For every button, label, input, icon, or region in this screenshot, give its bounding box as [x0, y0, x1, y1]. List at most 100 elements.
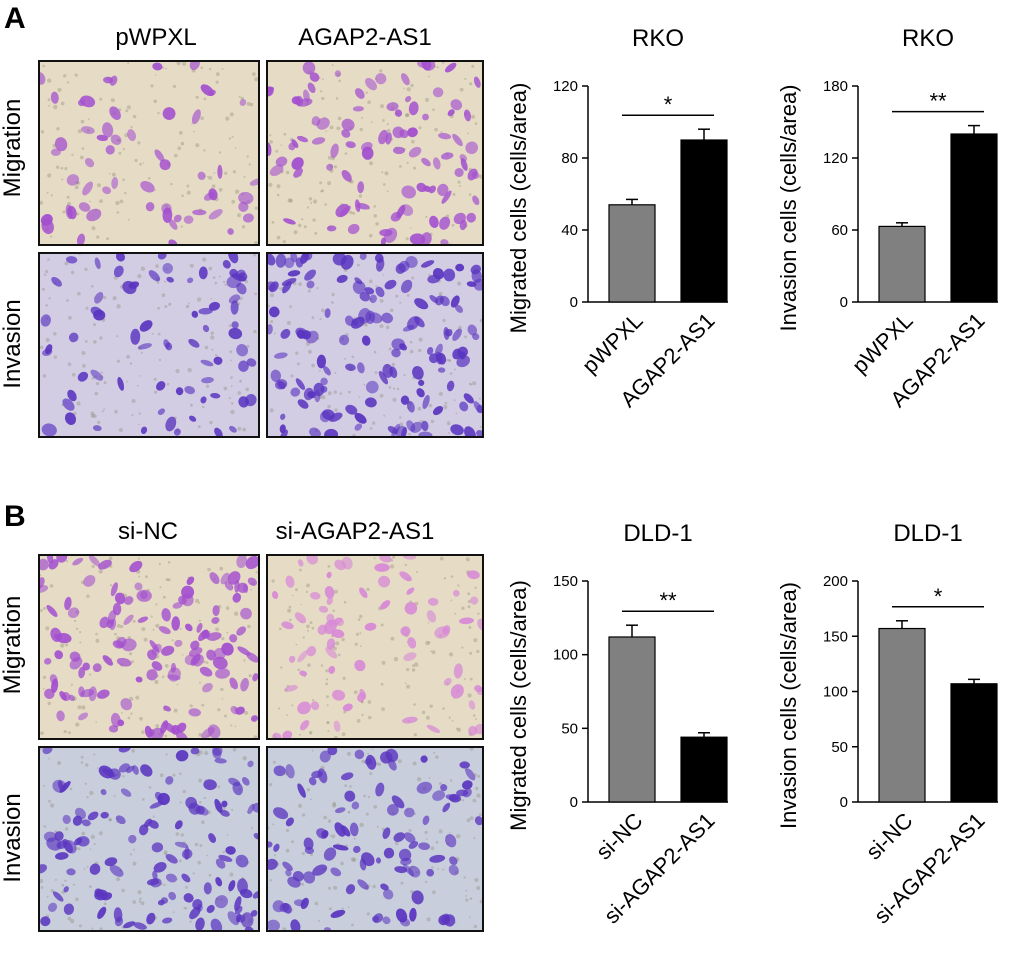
membrane-pore: [103, 902, 107, 906]
stained-cell: [467, 324, 478, 336]
stained-cell: [56, 840, 68, 850]
stained-cell: [224, 581, 234, 591]
stained-cell: [217, 164, 223, 179]
stained-cell: [54, 650, 64, 660]
membrane-pore: [205, 384, 210, 388]
stained-cell: [234, 896, 242, 911]
membrane-pore: [80, 755, 84, 759]
membrane-pore: [474, 877, 479, 883]
stained-cell: [426, 610, 437, 623]
stained-cell: [94, 889, 108, 901]
stained-cell: [186, 576, 195, 585]
membrane-pore: [150, 615, 153, 618]
stained-cell: [86, 208, 102, 222]
membrane-pore: [366, 587, 370, 592]
membrane-pore: [77, 847, 81, 851]
stained-cell: [341, 118, 355, 131]
stained-cell: [472, 195, 480, 206]
stained-cell: [297, 701, 311, 715]
membrane-pore: [272, 823, 275, 826]
membrane-pore: [179, 772, 182, 776]
stained-cell: [302, 254, 313, 261]
stained-cell: [382, 916, 391, 925]
membrane-pore: [248, 163, 251, 166]
membrane-pore: [331, 301, 334, 304]
stained-cell: [76, 836, 90, 847]
membrane-pore: [319, 369, 321, 372]
stained-cell: [240, 677, 249, 692]
membrane-pore: [282, 240, 286, 244]
stained-cell: [297, 650, 309, 663]
membrane-pore: [47, 258, 50, 261]
stained-cell: [383, 847, 395, 859]
membrane-pore: [321, 189, 325, 193]
bar: [608, 204, 656, 303]
membrane-pore: [442, 868, 445, 871]
membrane-pore: [129, 652, 133, 656]
membrane-pore: [47, 98, 51, 102]
stained-cell: [268, 254, 276, 266]
membrane-pore: [195, 143, 200, 148]
stained-cell: [130, 328, 141, 345]
membrane-pore: [163, 280, 166, 283]
membrane-pore: [179, 801, 182, 804]
stained-cell: [285, 575, 295, 588]
stained-cell: [416, 182, 427, 193]
membrane-pore: [53, 355, 57, 359]
membrane-pore: [428, 777, 431, 779]
membrane-pore: [79, 641, 82, 644]
membrane-pore: [268, 304, 270, 308]
stained-cell: [324, 428, 339, 436]
membrane-pore: [301, 218, 304, 221]
membrane-pore: [200, 116, 204, 120]
membrane-pore: [417, 406, 422, 411]
stained-cell: [40, 916, 51, 927]
stained-cell: [284, 684, 298, 692]
membrane-pore: [130, 712, 133, 715]
membrane-pore: [327, 730, 330, 733]
stained-cell: [406, 420, 416, 432]
stained-cell: [401, 185, 416, 199]
stained-cell: [450, 424, 464, 436]
membrane-pore: [444, 401, 448, 405]
membrane-pore: [476, 793, 481, 798]
stained-cell: [288, 655, 296, 663]
membrane-pore: [446, 421, 451, 426]
membrane-pore: [434, 127, 438, 132]
stained-cell: [381, 312, 393, 324]
membrane-pore: [138, 575, 141, 578]
stained-cell: [88, 686, 97, 702]
stained-cell: [84, 157, 95, 168]
membrane-pore: [213, 172, 216, 174]
membrane-pore: [163, 850, 168, 855]
membrane-pore: [65, 643, 69, 647]
membrane-pore: [465, 898, 469, 902]
membrane-pore: [289, 305, 293, 309]
significance-marker: **: [659, 588, 677, 613]
stained-cell: [450, 295, 460, 308]
membrane-pore: [221, 68, 224, 70]
membrane-pore: [285, 848, 290, 853]
membrane-pore: [271, 579, 275, 583]
membrane-pore: [64, 879, 67, 882]
membrane-pore: [275, 149, 279, 153]
stained-cell: [188, 802, 201, 815]
membrane-pore: [152, 815, 155, 818]
stained-cell: [382, 827, 391, 839]
stained-cell: [181, 593, 194, 607]
membrane-pore: [301, 882, 304, 886]
stained-cell: [82, 662, 91, 671]
membrane-pore: [166, 382, 170, 386]
stained-cell: [394, 109, 403, 117]
membrane-pore: [306, 624, 310, 629]
membrane-pore: [126, 380, 128, 383]
membrane-pore: [84, 782, 87, 785]
membrane-pore: [307, 289, 311, 293]
membrane-pore: [138, 900, 142, 903]
membrane-pore: [242, 427, 247, 432]
membrane-pore: [167, 561, 171, 564]
membrane-pore: [175, 832, 180, 836]
stained-cell: [440, 152, 454, 160]
stained-cell: [469, 596, 479, 605]
membrane-pore: [84, 267, 88, 271]
